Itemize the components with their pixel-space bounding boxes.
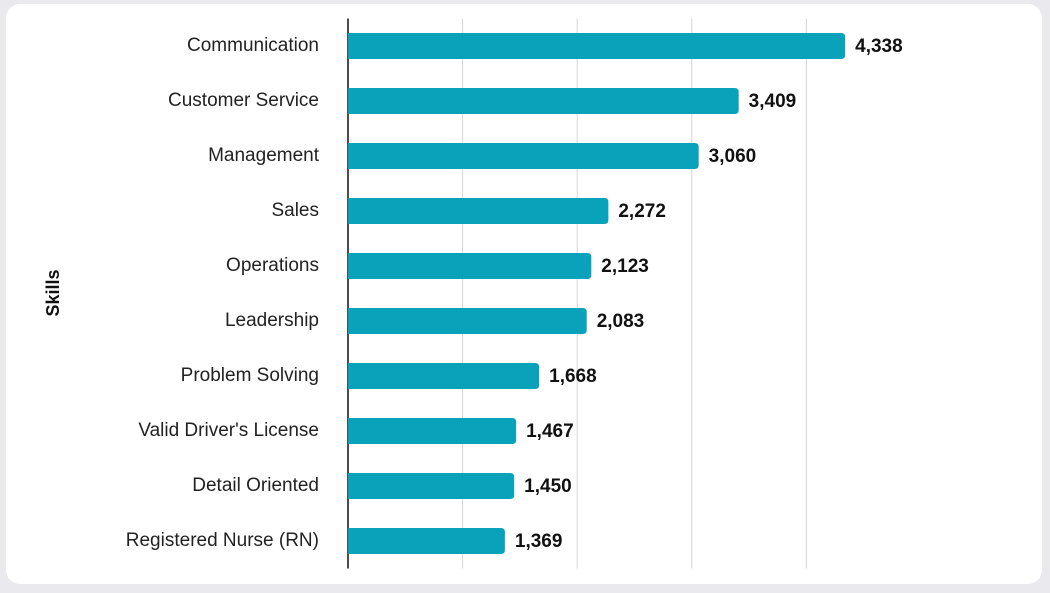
bar: [348, 198, 609, 224]
bar: [348, 33, 846, 59]
value-label: 3,060: [709, 146, 757, 167]
value-label: 1,668: [549, 366, 597, 387]
bar: [348, 473, 515, 499]
y-tick-label: Leadership: [225, 310, 319, 331]
y-tick-label: Sales: [271, 200, 319, 221]
bar: [348, 363, 540, 389]
bar: [348, 253, 592, 279]
y-tick-label: Operations: [226, 255, 319, 276]
y-tick-label: Management: [208, 145, 320, 166]
y-tick-label: Detail Oriented: [192, 475, 319, 496]
y-tick-label: Valid Driver's License: [138, 420, 319, 441]
value-label: 1,467: [526, 421, 574, 442]
y-axis-label: Skills: [43, 269, 63, 316]
bar: [348, 418, 517, 444]
y-tick-label: Communication: [187, 35, 319, 56]
bar: [348, 143, 699, 169]
y-tick-label: Customer Service: [168, 90, 319, 111]
value-label: 2,083: [597, 311, 645, 332]
bar: [348, 88, 739, 114]
y-tick-label: Problem Solving: [181, 365, 319, 386]
y-tick-label: Registered Nurse (RN): [126, 530, 319, 551]
bar: [348, 308, 587, 334]
value-label: 3,409: [749, 91, 797, 112]
value-label: 2,272: [618, 201, 666, 222]
value-label: 1,450: [524, 476, 572, 497]
value-label: 1,369: [515, 531, 563, 552]
bar: [348, 528, 505, 554]
value-label: 2,123: [601, 256, 649, 277]
value-label: 4,338: [855, 36, 903, 57]
